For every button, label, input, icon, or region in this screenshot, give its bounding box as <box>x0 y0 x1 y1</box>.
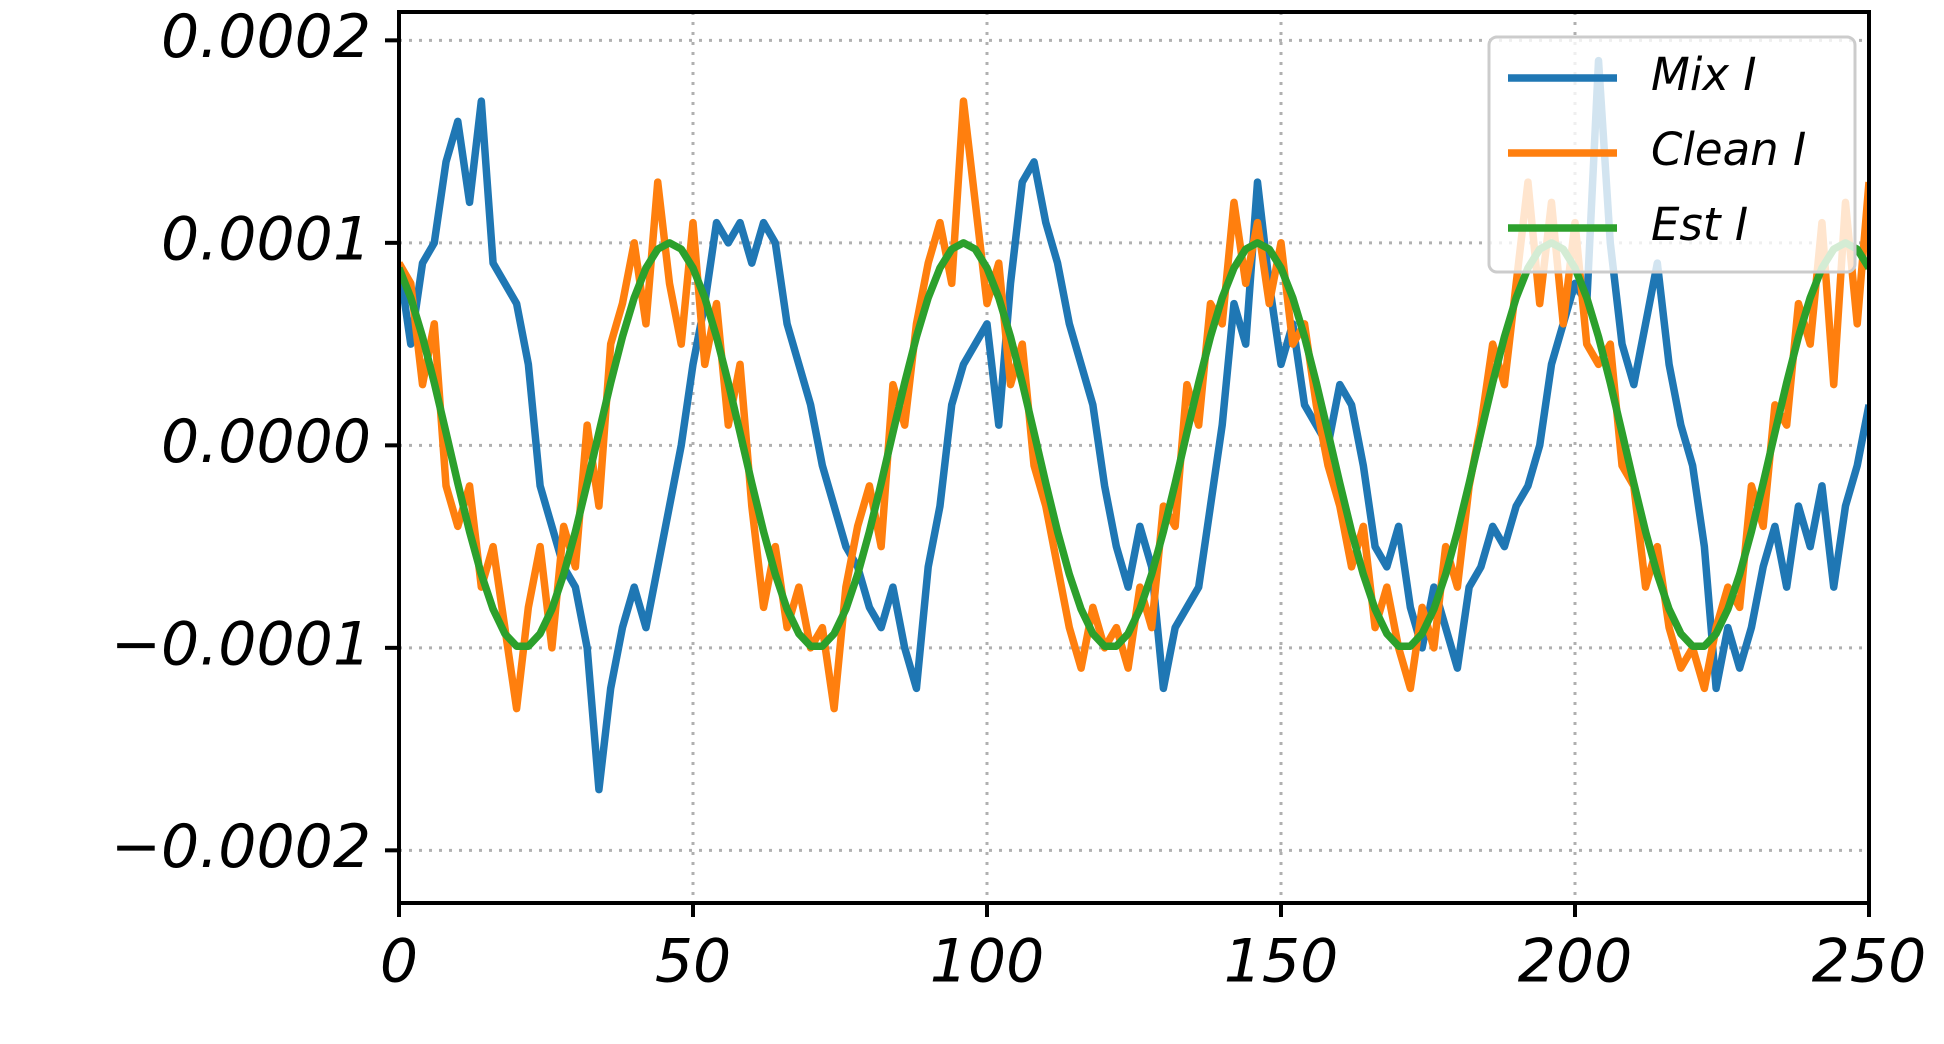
legend-label: Mix I <box>1651 48 1757 101</box>
plot-frame <box>397 10 1871 905</box>
y-tick-label: −0.0002 <box>111 812 371 882</box>
legend-label: Est I <box>1651 198 1748 251</box>
x-tick-label: 100 <box>930 927 1045 997</box>
x-tick-label: 50 <box>655 927 731 997</box>
y-tick-label: 0.0002 <box>161 2 371 72</box>
y-tick-label: 0.0001 <box>161 204 371 274</box>
legend-box <box>1487 35 1857 274</box>
x-tick-label: 150 <box>1224 927 1339 997</box>
y-tick-label: −0.0001 <box>111 609 371 679</box>
x-tick-label: 0 <box>380 927 418 997</box>
line-series <box>399 239 1869 650</box>
x-tick-label: 250 <box>1812 927 1927 997</box>
line-series <box>399 56 1869 794</box>
legend-label: Clean I <box>1651 123 1806 176</box>
y-tick-label: 0.0000 <box>161 407 371 477</box>
x-tick-label: 200 <box>1518 927 1633 997</box>
